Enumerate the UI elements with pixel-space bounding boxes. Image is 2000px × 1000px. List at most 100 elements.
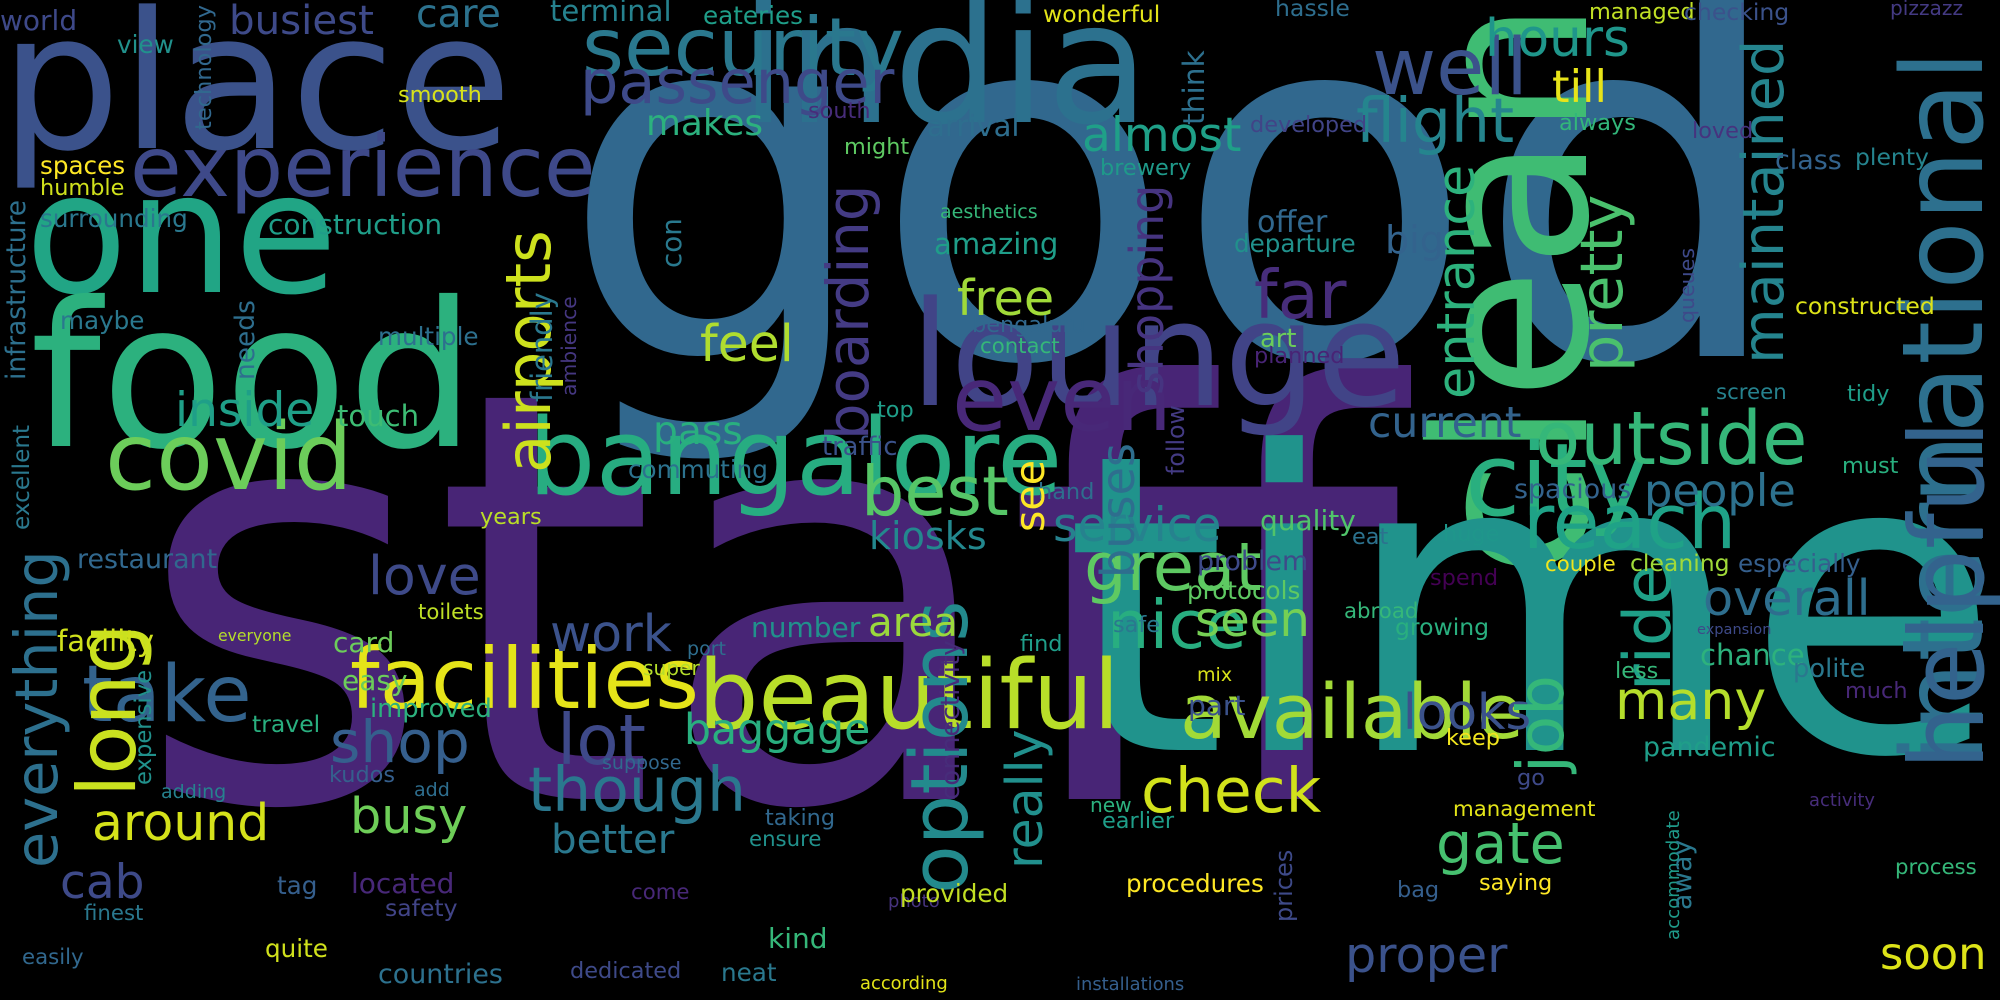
word-nice: nice (1107, 585, 1247, 664)
word-always: always (1559, 110, 1636, 137)
word-love: love (368, 543, 481, 607)
word-procedures: procedures (1126, 869, 1264, 899)
word-till: till (1552, 59, 1607, 113)
word-checking: checking (1684, 0, 1790, 27)
word-keep: keep (1446, 725, 1500, 752)
word-go: go (1517, 765, 1545, 792)
word-lounge: lounge (910, 270, 1407, 440)
word-shop: shop (330, 708, 470, 776)
word-surrounding: surrounding (40, 204, 188, 234)
word-class: class (1775, 144, 1842, 176)
word-good: good (560, 0, 1789, 473)
word-prices: prices (1270, 849, 1298, 922)
word-city: city (1465, 420, 1648, 539)
word-better: better (551, 816, 675, 864)
word-looks: looks (1403, 683, 1532, 742)
word-mix: mix (1197, 663, 1233, 686)
word-time: time (1064, 365, 2000, 849)
word-according: according (860, 972, 948, 994)
word-overall: overall (1703, 569, 1871, 628)
word-finest: finest (84, 901, 144, 927)
word-world: world (0, 3, 78, 37)
word-screen: screen (1716, 380, 1787, 406)
word-travel: travel (252, 710, 321, 739)
word-safe: safe (1113, 612, 1161, 639)
word-pretty: pretty (1567, 194, 1636, 372)
word-far: far (1254, 255, 1347, 334)
word-busy: busy (350, 787, 468, 846)
word-cab: cab (60, 855, 145, 911)
word-technology: technology (191, 4, 217, 130)
word-entrance: entrance (1426, 164, 1487, 399)
word-especially: especially (1738, 549, 1861, 579)
word-maintained: maintained (1730, 39, 1797, 364)
word-chance: chance (1700, 637, 1805, 672)
word-part: part (1188, 688, 1246, 722)
word-growing: growing (1395, 613, 1490, 642)
word-infrastructure: infrastructure (2, 200, 32, 380)
word-ambience: ambience (557, 296, 581, 396)
word-expensive: expensive (131, 669, 157, 785)
word-current: current (1368, 397, 1522, 448)
word-neat: neat (721, 958, 777, 988)
word-kudos: kudos (329, 762, 396, 789)
word-take: take (82, 648, 252, 740)
word-brewery: brewery (1100, 155, 1192, 182)
word-really: really (995, 729, 1054, 869)
word-aesthetics: aesthetics (940, 200, 1038, 223)
word-buses: buses (1091, 443, 1145, 578)
word-available: available (1180, 666, 1524, 756)
word-area: area (868, 599, 958, 647)
word-toilets: toilets (418, 600, 484, 626)
word-constructed: constructed (1795, 292, 1935, 321)
word-restaurant: restaurant (77, 543, 218, 575)
word-photo: photo (888, 890, 940, 912)
word-staff: staff (135, 269, 1401, 935)
word-plenty: plenty (1855, 143, 1929, 172)
word-smooth: smooth (398, 82, 482, 109)
word-though: though (528, 753, 747, 826)
word-huge: huge (1443, 521, 1500, 548)
word-pandemic: pandemic (1643, 731, 1776, 763)
word-pass: pass (653, 409, 743, 455)
word-wonderful: wonderful (1043, 0, 1161, 29)
word-outside: outside (1535, 396, 1808, 483)
word-facility: facility (57, 623, 154, 658)
word-countries: countries (378, 958, 503, 990)
word-adding: adding (161, 780, 227, 803)
word-expansion: expansion (1697, 621, 1772, 639)
word-flight: flight (1356, 84, 1515, 157)
word-taking: taking (765, 805, 836, 832)
word-work: work (550, 603, 672, 663)
word-inside: inside (175, 383, 315, 439)
word-installations: installations (1076, 973, 1185, 995)
word-reach: reach (1523, 476, 1737, 566)
word-amazing: amazing (934, 226, 1059, 261)
word-hassle: hassle (1275, 0, 1350, 23)
word-developed: developed (1250, 112, 1368, 139)
word-con: con (655, 218, 688, 268)
word-best: best (861, 452, 1009, 532)
word-see: see (1006, 459, 1054, 532)
word-follow: follow (1162, 405, 1190, 475)
word-saying: saying (1479, 870, 1553, 897)
word-lot: lot (557, 700, 647, 781)
word-big: big (1385, 218, 1444, 263)
word-experience: experience (130, 117, 596, 216)
word-free: free (957, 269, 1055, 328)
word-terminal: terminal (550, 0, 672, 28)
word-seen: seen (1195, 592, 1310, 649)
word-away: away (1667, 839, 1698, 910)
word-bangalore: bangalore (528, 396, 1063, 521)
word-find: find (1020, 631, 1063, 658)
word-busiest: busiest (229, 0, 374, 45)
word-number: number (751, 610, 861, 644)
word-south: south (808, 98, 871, 125)
word-top: top (877, 397, 914, 424)
word-loved: loved (1692, 118, 1754, 145)
word-spend: spend (1430, 565, 1499, 592)
word-around: around (92, 792, 270, 852)
word-pizzazz: pizzazz (1890, 0, 1964, 20)
word-maybe: maybe (60, 306, 145, 336)
